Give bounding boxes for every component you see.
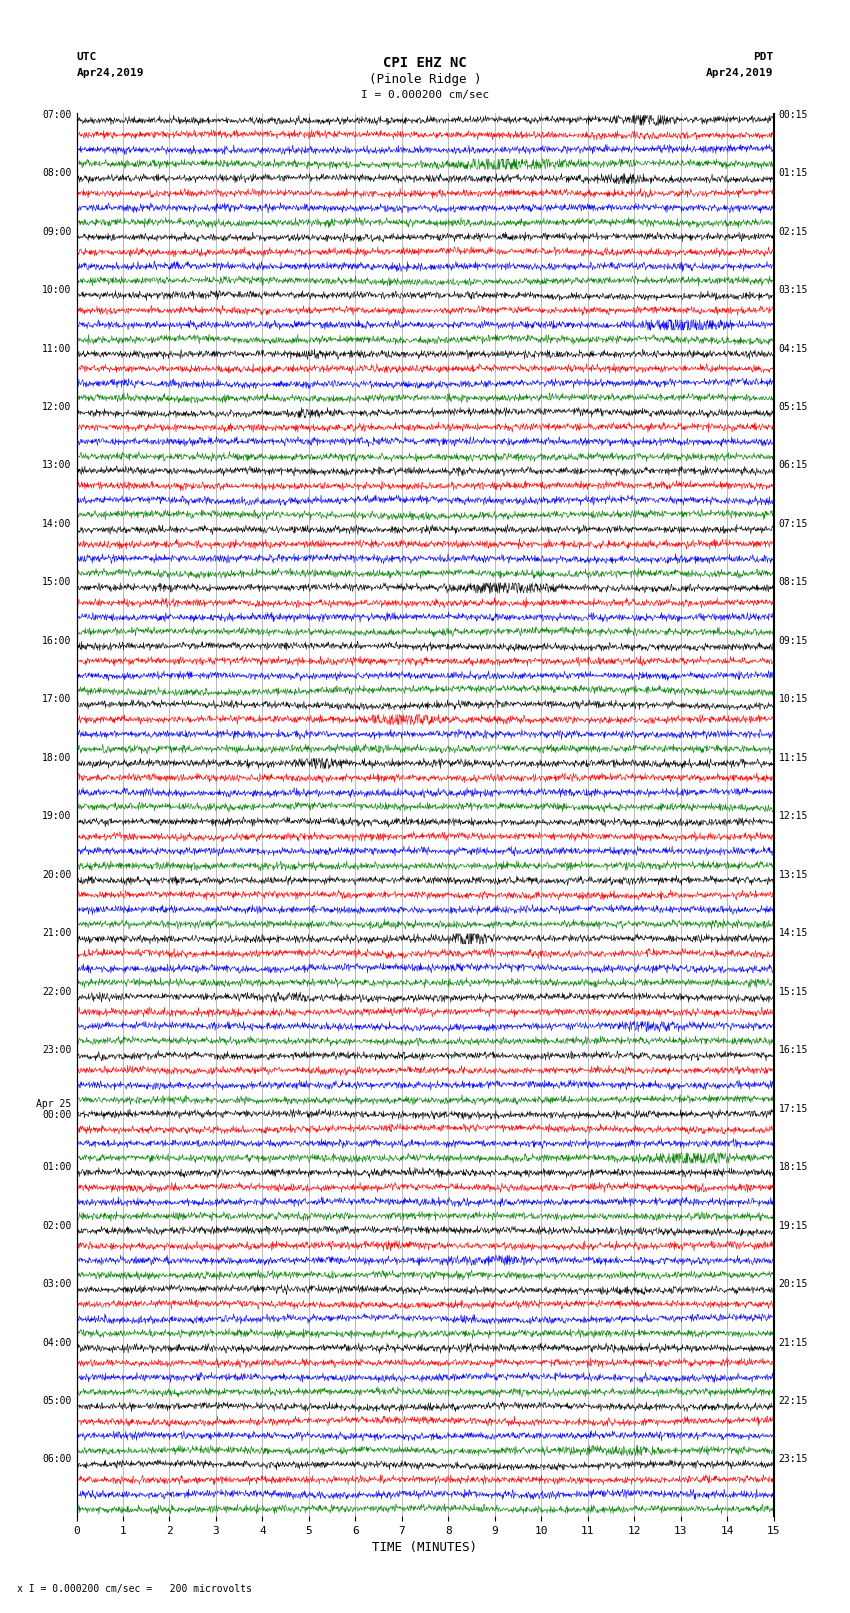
Text: x I = 0.000200 cm/sec =   200 microvolts: x I = 0.000200 cm/sec = 200 microvolts [17, 1584, 252, 1594]
Text: CPI EHZ NC: CPI EHZ NC [383, 56, 467, 71]
Text: Apr24,2019: Apr24,2019 [76, 68, 144, 77]
X-axis label: TIME (MINUTES): TIME (MINUTES) [372, 1542, 478, 1555]
Text: PDT: PDT [753, 52, 774, 61]
Text: UTC: UTC [76, 52, 97, 61]
Text: Apr24,2019: Apr24,2019 [706, 68, 774, 77]
Text: I = 0.000200 cm/sec: I = 0.000200 cm/sec [361, 90, 489, 100]
Text: (Pinole Ridge ): (Pinole Ridge ) [369, 73, 481, 85]
